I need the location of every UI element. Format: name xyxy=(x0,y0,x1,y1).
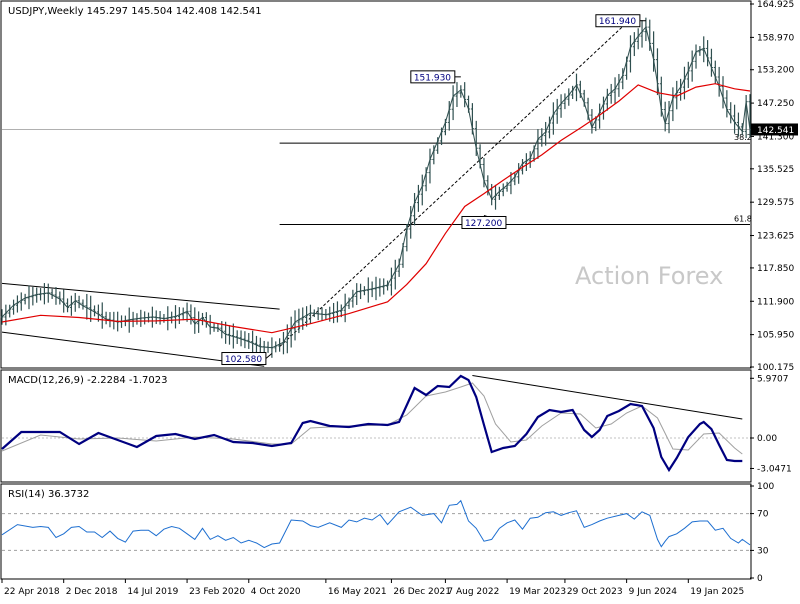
fib-level-label: 38.2 xyxy=(734,133,752,142)
price-y-tick-label: 129.575 xyxy=(757,198,794,208)
x-tick-label: 29 Oct 2023 xyxy=(567,587,623,597)
macd-header: MACD(12,26,9) -2.2284 -1.7023 xyxy=(8,375,168,386)
price-y-tick-label: 123.625 xyxy=(757,232,794,242)
x-tick-label: 9 Jun 2024 xyxy=(629,587,678,597)
macd-y-tick-label: 5.9707 xyxy=(757,374,789,384)
price-y-tick-label: 105.950 xyxy=(757,331,794,341)
last-price-label: 142.541 xyxy=(757,126,794,136)
rsi-panel: RSI(14) 36.3732 100 70 30 0 xyxy=(0,482,774,584)
x-tick-label: 14 Jul 2019 xyxy=(127,587,178,597)
macd-y-tick-label: 0.00 xyxy=(757,434,777,444)
rsi-y-tick-label: 30 xyxy=(757,546,769,556)
callout-label: 161.940 xyxy=(599,17,636,27)
price-y-tick-label: 100.175 xyxy=(757,363,794,373)
price-y-tick-label: 164.925 xyxy=(757,0,794,10)
x-tick-label: 19 Mar 2023 xyxy=(509,587,566,597)
fib-level-label: 61.8 xyxy=(734,214,752,223)
price-y-tick-label: 117.850 xyxy=(757,264,794,274)
x-tick-label: 7 Aug 2022 xyxy=(447,587,499,597)
rsi-header: RSI(14) 36.3732 xyxy=(8,489,89,500)
rsi-y-tick-label: 100 xyxy=(757,482,774,492)
callout-label: 102.580 xyxy=(225,355,262,365)
x-tick-label: 16 May 2021 xyxy=(328,587,387,597)
x-axis: 22 Apr 2018 2 Dec 2018 14 Jul 2019 23 Feb 2… xyxy=(1,579,744,597)
rsi-line xyxy=(1,499,751,549)
callout-box xyxy=(461,215,507,229)
macd-trend-line xyxy=(472,375,743,420)
x-tick-label: 26 Dec 2021 xyxy=(393,587,451,597)
rsi-y-tick-label: 70 xyxy=(757,510,769,520)
rsi-panel-frame xyxy=(0,483,752,580)
x-tick-label: 2 Dec 2018 xyxy=(66,587,118,597)
macd-line xyxy=(1,374,743,473)
rsi-y-tick-label: 0 xyxy=(757,574,763,584)
moving-average-line xyxy=(1,83,751,334)
callout-label: 127.200 xyxy=(465,219,502,229)
macd-panel-frame xyxy=(0,369,752,483)
price-y-tick-label: 135.525 xyxy=(757,165,794,175)
x-tick-label: 23 Feb 2020 xyxy=(189,587,245,597)
x-tick-label: 4 Oct 2020 xyxy=(251,587,301,597)
x-tick-label: 22 Apr 2018 xyxy=(4,587,60,597)
callout-leader xyxy=(265,353,273,359)
callout-box xyxy=(595,14,641,28)
price-close-line xyxy=(1,26,751,349)
callout-label: 151.930 xyxy=(414,73,451,83)
macd-y-tick-label: -3.0471 xyxy=(757,464,792,474)
price-panel: USDJPY,Weekly 145.297 145.504 142.408 14… xyxy=(0,0,798,373)
price-y-tick-label: 111.900 xyxy=(757,297,794,307)
price-y-tick-label: 141.300 xyxy=(757,132,794,142)
price-y-tick-label: 158.970 xyxy=(757,33,794,43)
price-y-tick-label: 153.200 xyxy=(757,66,794,76)
callout-box xyxy=(410,70,456,84)
price-y-tick-label: 147.250 xyxy=(757,99,794,109)
callout-box xyxy=(221,352,267,366)
channel-line xyxy=(1,331,265,367)
x-tick-label: 19 Jan 2025 xyxy=(690,587,744,597)
price-header: USDJPY,Weekly 145.297 145.504 142.408 14… xyxy=(8,6,262,17)
watermark: Action Forex xyxy=(575,262,723,290)
macd-panel: MACD(12,26,9) -2.2284 -1.7023 5.9707 0.00… xyxy=(0,369,792,483)
last-price-tag xyxy=(751,123,798,136)
